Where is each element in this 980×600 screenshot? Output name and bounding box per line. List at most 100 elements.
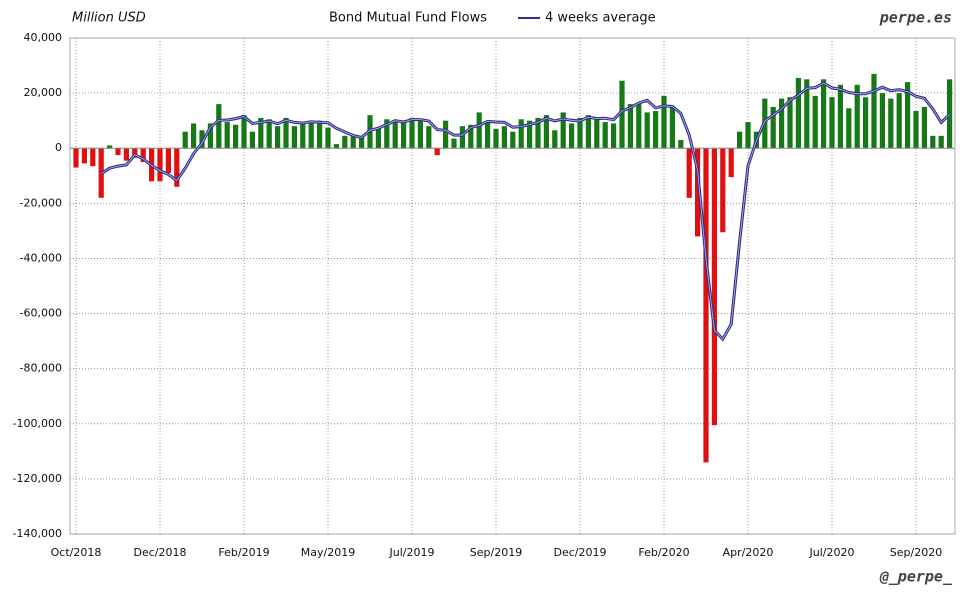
bar xyxy=(417,119,423,149)
y-tick-label: 0 xyxy=(55,141,62,154)
x-tick-label: Dec/2019 xyxy=(554,546,607,559)
bar xyxy=(695,148,701,237)
x-tick-label: Apr/2020 xyxy=(723,546,774,559)
bar xyxy=(720,148,726,233)
bar xyxy=(896,93,902,149)
bar xyxy=(913,111,919,149)
bar xyxy=(527,120,533,149)
bar xyxy=(426,126,432,149)
bar xyxy=(619,80,625,149)
bar xyxy=(73,148,79,168)
y-tick-label: -140,000 xyxy=(13,527,62,540)
bar xyxy=(585,115,591,149)
bar xyxy=(602,122,608,149)
bar xyxy=(686,148,692,198)
bar xyxy=(728,148,734,178)
bar xyxy=(300,122,306,149)
bar xyxy=(653,111,659,149)
bar xyxy=(703,148,709,463)
bar xyxy=(216,104,222,149)
y-tick-label: -20,000 xyxy=(20,196,62,209)
bar xyxy=(443,120,449,149)
bar xyxy=(384,119,390,149)
y-tick-label: 40,000 xyxy=(24,31,63,44)
bar xyxy=(938,135,944,149)
bar xyxy=(485,122,491,149)
bar xyxy=(611,123,617,149)
bar xyxy=(905,82,911,149)
bar xyxy=(846,108,852,149)
bar xyxy=(342,135,348,149)
bar xyxy=(459,126,465,149)
bar xyxy=(233,124,239,149)
bar xyxy=(90,148,96,167)
bar xyxy=(493,128,499,149)
y-tick-label: -80,000 xyxy=(20,362,62,375)
bar xyxy=(779,98,785,149)
bar xyxy=(812,95,818,149)
bar xyxy=(409,117,415,149)
bar xyxy=(241,115,247,149)
bar xyxy=(107,145,113,149)
bar xyxy=(81,148,87,164)
plot-area xyxy=(69,37,956,535)
bar xyxy=(787,97,793,149)
bar xyxy=(569,123,575,149)
bar xyxy=(837,84,843,149)
bar xyxy=(947,79,953,149)
bar xyxy=(224,122,230,149)
bar xyxy=(191,123,197,149)
bar xyxy=(275,126,281,149)
bar xyxy=(854,84,860,149)
bar xyxy=(157,148,163,182)
x-tick-label: Sep/2020 xyxy=(890,546,942,559)
bar xyxy=(401,120,407,149)
bar xyxy=(258,117,264,149)
bar xyxy=(207,123,213,149)
bar xyxy=(745,122,751,149)
line-inner xyxy=(100,82,950,340)
bar xyxy=(535,117,541,149)
bar xyxy=(325,127,331,149)
bar xyxy=(795,77,801,149)
bar xyxy=(451,138,457,149)
bar xyxy=(249,131,255,149)
x-tick-label: Feb/2020 xyxy=(638,546,689,559)
bar xyxy=(644,112,650,149)
bar xyxy=(678,139,684,149)
bar xyxy=(468,124,474,149)
bar xyxy=(594,117,600,149)
bar xyxy=(266,119,272,149)
bar xyxy=(821,79,827,149)
x-tick-label: Feb/2019 xyxy=(218,546,269,559)
bar xyxy=(123,148,129,161)
x-tick-label: Jul/2019 xyxy=(389,546,435,559)
x-tick-label: May/2019 xyxy=(301,546,355,559)
bar xyxy=(560,112,566,149)
legend-label: 4 weeks average xyxy=(545,11,656,26)
bar xyxy=(518,119,524,149)
bar xyxy=(636,104,642,149)
bar xyxy=(165,148,171,174)
x-tick-label: Sep/2019 xyxy=(470,546,522,559)
bar xyxy=(501,126,507,149)
bar xyxy=(174,148,180,187)
y-tick-label: -120,000 xyxy=(13,472,62,485)
bar xyxy=(888,98,894,149)
bar xyxy=(871,73,877,149)
bar xyxy=(510,131,516,149)
bar xyxy=(434,148,440,156)
bar xyxy=(199,130,205,149)
bar xyxy=(711,148,717,426)
y-axis-label: Million USD xyxy=(72,11,146,26)
bar xyxy=(182,131,188,149)
bar xyxy=(829,97,835,149)
x-tick-label: Dec/2018 xyxy=(134,546,187,559)
bar xyxy=(552,130,558,149)
bar xyxy=(804,79,810,149)
credit: @_perpe_ xyxy=(879,568,953,586)
bar xyxy=(669,106,675,149)
y-tick-label: -40,000 xyxy=(20,251,62,264)
bar xyxy=(283,117,289,149)
